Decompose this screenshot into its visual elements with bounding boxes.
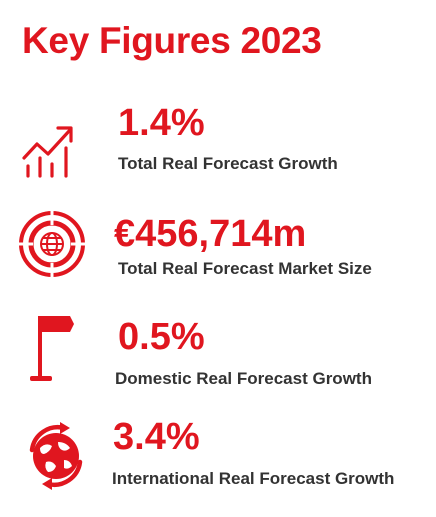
growth-chart-icon (20, 120, 76, 185)
flag-icon (26, 312, 82, 389)
figure-label-domestic: Domestic Real Forecast Growth (115, 369, 372, 388)
figure-value-domestic: 0.5% (118, 316, 205, 358)
page-title: Key Figures 2023 (22, 20, 322, 61)
figure-label-international: International Real Forecast Growth (112, 469, 395, 488)
figure-value-international: 3.4% (113, 416, 200, 458)
figure-value-market-size: €456,714m (114, 213, 307, 255)
figure-label-market-size: Total Real Forecast Market Size (118, 259, 372, 278)
figure-value-growth: 1.4% (118, 102, 205, 144)
international-globe-icon (24, 420, 88, 495)
figure-label-growth: Total Real Forecast Growth (118, 154, 338, 173)
globe-market-icon (18, 210, 86, 283)
figure-row-growth: 1.4% Total Real Forecast Growth (0, 100, 436, 200)
figure-row-market-size: €456,714m Total Real Forecast Market Siz… (0, 205, 436, 305)
figure-row-international: 3.4% International Real Forecast Growth (0, 410, 436, 510)
figure-row-domestic: 0.5% Domestic Real Forecast Growth (0, 308, 436, 408)
